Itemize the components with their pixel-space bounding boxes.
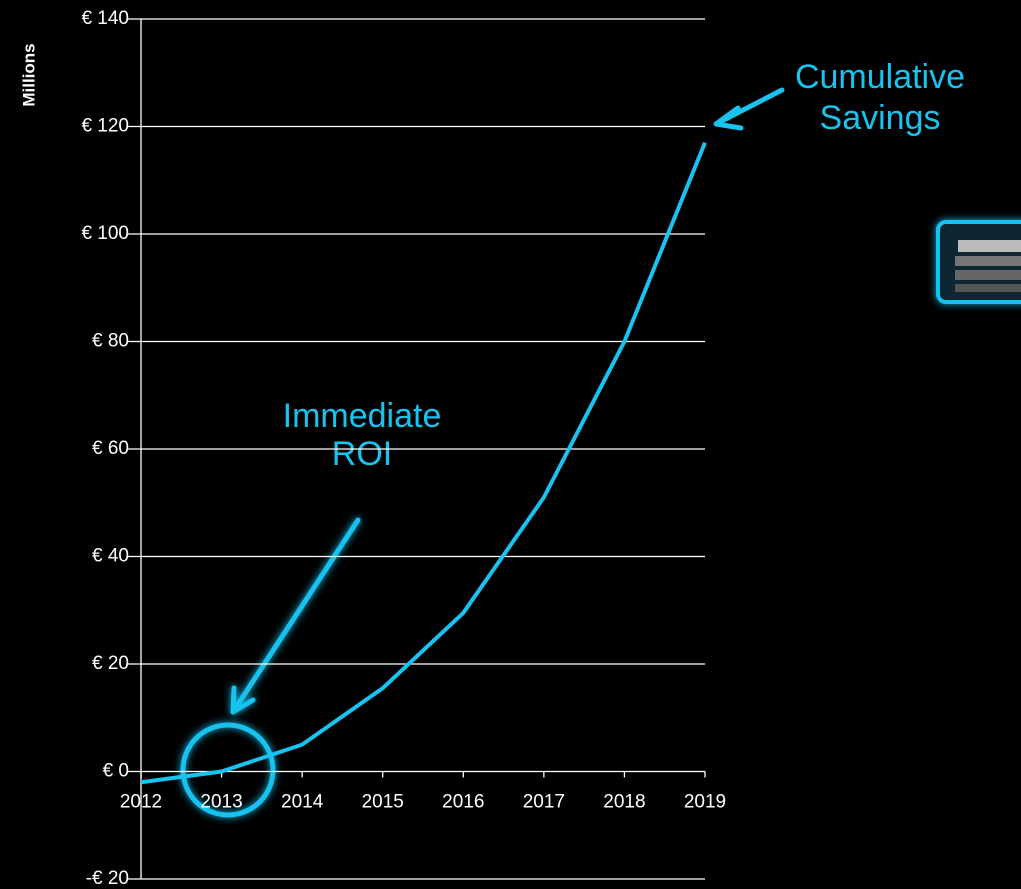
x-tick-label: 2018 (603, 792, 645, 813)
y-tick-label: -€ 20 (86, 868, 129, 889)
y-tick-label: € 120 (81, 116, 129, 137)
server-icon (936, 220, 1021, 304)
annotation: Immediate (283, 397, 442, 435)
y-tick-label: € 140 (81, 8, 129, 29)
arrow (713, 87, 785, 131)
annotation: Cumulative (795, 58, 965, 96)
y-tick-label: € 40 (92, 546, 129, 567)
x-tick-label: 2014 (281, 792, 324, 813)
line-series (140, 141, 707, 785)
x-tick-label: 2016 (442, 792, 484, 813)
x-tick-label: 2015 (362, 792, 404, 813)
y-tick-label: € 80 (92, 331, 129, 352)
annotation: Savings (820, 99, 941, 137)
highlight-circle (180, 722, 276, 818)
y-tick-label: € 0 (103, 761, 129, 782)
y-tick-label: € 20 (92, 653, 129, 674)
x-tick-label: 2017 (523, 792, 565, 813)
x-tick-label: 2012 (120, 792, 162, 813)
y-tick-label: € 60 (92, 438, 129, 459)
x-tick-label: 2013 (200, 792, 242, 813)
arrow (230, 517, 361, 715)
y-axis-label: Millions (19, 43, 38, 106)
annotation: ROI (332, 435, 392, 473)
roi-callout (180, 517, 361, 818)
y-tick-label: € 100 (81, 223, 129, 244)
x-tick-label: 2019 (684, 792, 726, 813)
